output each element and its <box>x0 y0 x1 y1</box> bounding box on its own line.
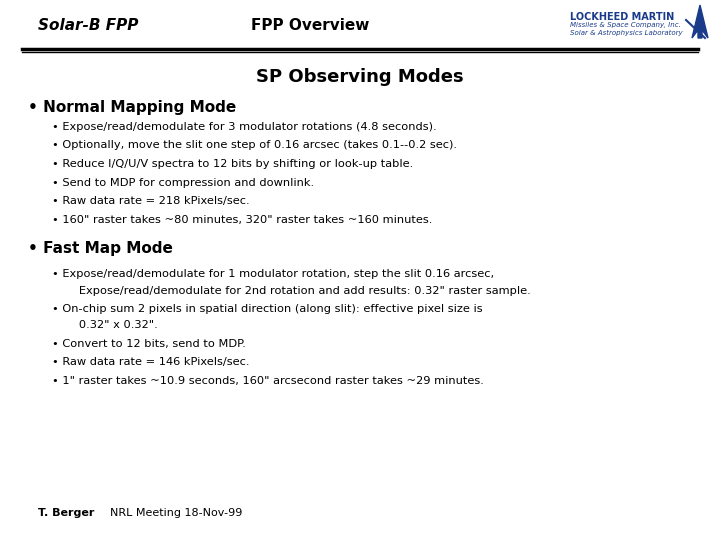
Text: • Expose/read/demodulate for 1 modulator rotation, step the slit 0.16 arcsec,: • Expose/read/demodulate for 1 modulator… <box>52 269 494 279</box>
Text: Expose/read/demodulate for 2nd rotation and add results: 0.32" raster sample.: Expose/read/demodulate for 2nd rotation … <box>68 286 531 295</box>
Text: • Fast Map Mode: • Fast Map Mode <box>28 241 173 256</box>
Text: SP Observing Modes: SP Observing Modes <box>256 68 464 86</box>
Text: • On-chip sum 2 pixels in spatial direction (along slit): effective pixel size i: • On-chip sum 2 pixels in spatial direct… <box>52 304 482 314</box>
Text: Solar & Astrophysics Laboratory: Solar & Astrophysics Laboratory <box>570 30 683 36</box>
Text: • Normal Mapping Mode: • Normal Mapping Mode <box>28 100 236 115</box>
Text: • Expose/read/demodulate for 3 modulator rotations (4.8 seconds).: • Expose/read/demodulate for 3 modulator… <box>52 122 436 132</box>
Text: • Send to MDP for compression and downlink.: • Send to MDP for compression and downli… <box>52 178 314 187</box>
Text: LOCKHEED MARTIN: LOCKHEED MARTIN <box>570 12 674 22</box>
Text: NRL Meeting 18-Nov-99: NRL Meeting 18-Nov-99 <box>110 508 243 518</box>
Text: Solar-B FPP: Solar-B FPP <box>38 18 138 33</box>
Polygon shape <box>692 5 708 38</box>
Text: • Raw data rate = 218 kPixels/sec.: • Raw data rate = 218 kPixels/sec. <box>52 196 250 206</box>
Text: Missiles & Space Company, Inc.: Missiles & Space Company, Inc. <box>570 22 681 28</box>
Text: • Optionally, move the slit one step of 0.16 arcsec (takes 0.1--0.2 sec).: • Optionally, move the slit one step of … <box>52 140 457 151</box>
Text: • Convert to 12 bits, send to MDP.: • Convert to 12 bits, send to MDP. <box>52 339 246 349</box>
Text: 0.32" x 0.32".: 0.32" x 0.32". <box>68 321 158 330</box>
Text: • Raw data rate = 146 kPixels/sec.: • Raw data rate = 146 kPixels/sec. <box>52 357 250 368</box>
Text: T. Berger: T. Berger <box>38 508 94 518</box>
Text: • Reduce I/Q/U/V spectra to 12 bits by shifting or look-up table.: • Reduce I/Q/U/V spectra to 12 bits by s… <box>52 159 413 169</box>
Text: FPP Overview: FPP Overview <box>251 18 369 33</box>
Text: • 160" raster takes ~80 minutes, 320" raster takes ~160 minutes.: • 160" raster takes ~80 minutes, 320" ra… <box>52 214 433 225</box>
Text: • 1" raster takes ~10.9 seconds, 160" arcsecond raster takes ~29 minutes.: • 1" raster takes ~10.9 seconds, 160" ar… <box>52 376 484 386</box>
